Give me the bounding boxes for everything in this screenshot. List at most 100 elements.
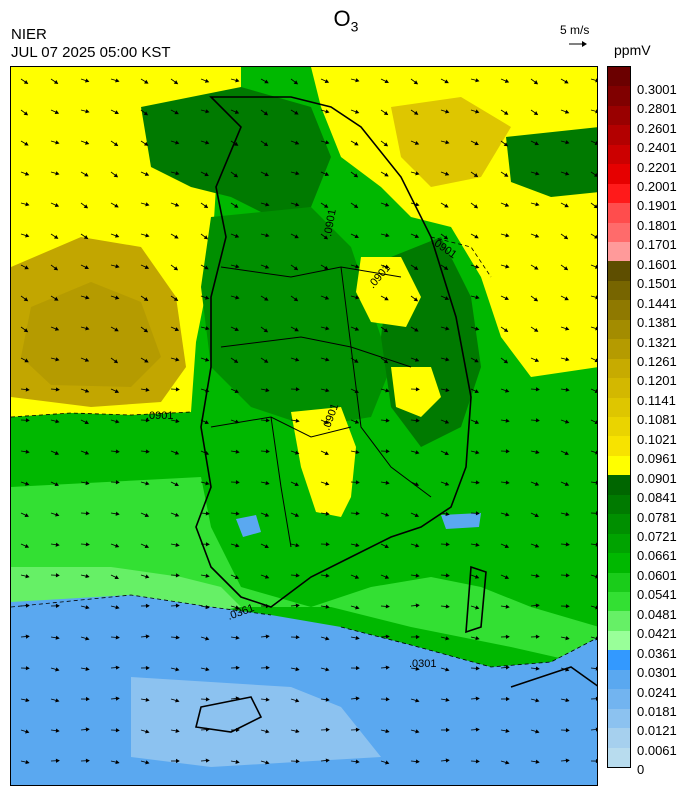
colorbar-swatch	[608, 105, 630, 126]
wind-arrow-head	[325, 326, 330, 331]
wind-arrow-head	[293, 80, 299, 85]
wind-arrow-head	[565, 698, 570, 703]
wind-arrow	[590, 295, 597, 298]
wind-arrow-head	[85, 326, 90, 331]
wind-arrow-head	[595, 109, 597, 114]
wind-arrow-head	[264, 172, 269, 177]
colorbar-label: 0.1141	[637, 392, 676, 408]
wind-arrow-head	[355, 109, 360, 114]
wind-arrow	[590, 667, 597, 670]
colorbar-label: 0.1601	[637, 256, 677, 272]
wind-arrow-head	[115, 264, 120, 269]
field-lightblue-south	[131, 677, 381, 767]
wind-arrow-head	[53, 266, 59, 271]
wind-arrow-head	[55, 357, 60, 362]
wind-arrow-head	[175, 357, 180, 362]
wind-arrow-head	[54, 326, 60, 331]
wind-arrow-head	[235, 419, 240, 424]
wind-arrow-head	[325, 481, 330, 486]
contour-label: .0901	[146, 410, 174, 422]
wind-arrow-head	[594, 358, 597, 363]
map-canvas: .0901 .0901 .0901 .0901 .0901 .0301 .036…	[11, 67, 597, 785]
wind-arrow-head	[145, 603, 150, 608]
wind-arrow-head	[324, 79, 330, 83]
wind-arrow-head	[565, 542, 570, 547]
wind-arrow-head	[504, 575, 510, 579]
colorbar-swatch	[608, 708, 630, 729]
wind-arrow-head	[444, 203, 449, 208]
wind-arrow-head	[475, 295, 480, 300]
wind-arrow	[590, 326, 597, 330]
colorbar-swatch	[608, 533, 630, 554]
colorbar-label: 0.1321	[637, 334, 677, 350]
wind-arrow-head	[385, 388, 390, 393]
wind-arrow-head	[445, 387, 450, 393]
ozone-map: .0901 .0901 .0901 .0901 .0901 .0301 .036…	[10, 66, 598, 786]
wind-arrow-head	[385, 634, 390, 639]
wind-arrow-head	[265, 449, 270, 454]
wind-arrow-head	[475, 696, 480, 701]
wind-arrow-head	[325, 388, 330, 393]
wind-arrow-head	[55, 387, 60, 392]
wind-arrow	[590, 357, 597, 362]
wind-arrow-head	[113, 359, 119, 364]
wind-arrow-head	[595, 295, 597, 300]
colorbar-label: 0.0241	[637, 684, 677, 700]
colorbar-swatch	[608, 728, 630, 749]
wind-arrow-head	[85, 480, 90, 486]
wind-arrow-head	[174, 482, 179, 487]
wind-arrow-head	[354, 419, 360, 424]
wind-arrow-head	[385, 665, 390, 670]
wind-arrow-head	[565, 728, 570, 733]
wind-arrow-head	[385, 760, 390, 765]
wind-arrow	[590, 728, 597, 731]
wind-arrow-head	[235, 480, 240, 485]
wind-arrow-head	[84, 420, 89, 425]
wind-arrow-head	[204, 78, 210, 83]
wind-arrow-head	[234, 109, 240, 114]
colorbar-swatch	[608, 300, 630, 321]
wind-arrow-head	[505, 233, 510, 238]
wind-arrow-head	[265, 697, 270, 702]
colorbar-swatch	[608, 689, 630, 710]
wind-arrow-head	[55, 140, 60, 145]
map-title: O3	[333, 6, 359, 35]
wind-arrow-head	[205, 511, 210, 516]
organization-label: NIER	[11, 26, 47, 43]
wind-arrow-head	[444, 171, 450, 176]
wind-arrow-head	[505, 604, 510, 609]
wind-arrow-head	[355, 696, 360, 701]
wind-arrow-head	[595, 574, 597, 579]
wind-arrow-head	[505, 418, 510, 423]
wind-arrow-head	[503, 328, 509, 332]
wind-arrow-head	[445, 357, 450, 362]
wind-arrow-head	[565, 326, 570, 331]
wind-arrow-head	[535, 171, 540, 176]
colorbar-label: 0.2401	[637, 140, 677, 156]
wind-arrow-head	[174, 202, 180, 207]
wind-arrow-head	[145, 449, 150, 454]
wind-arrow-head	[534, 481, 540, 486]
wind-arrow-head	[355, 543, 360, 548]
wind-arrow-head	[24, 171, 30, 176]
wind-arrow-head	[205, 140, 210, 145]
wind-arrow-head	[355, 449, 360, 455]
wind-arrow-head	[144, 172, 150, 176]
wind-arrow-head	[145, 233, 150, 238]
wind-arrow-head	[115, 605, 120, 610]
wind-arrow-head	[205, 295, 210, 300]
wind-arrow-head	[83, 204, 89, 209]
wind-arrow-head	[235, 727, 240, 733]
wind-arrow-head	[205, 326, 210, 331]
wind-arrow-head	[55, 603, 60, 608]
wind-arrow-head	[173, 297, 179, 301]
wind-arrow-head	[55, 758, 60, 763]
colorbar-label: 0.1801	[637, 217, 677, 233]
wind-arrow-head	[445, 636, 450, 641]
wind-arrow-head	[565, 387, 570, 392]
wind-arrow-head	[174, 450, 180, 455]
colorbar-label: 0.0121	[637, 723, 677, 739]
wind-arrow	[590, 78, 597, 82]
wind-arrow-head	[24, 265, 29, 270]
wind-arrow-head	[175, 758, 180, 764]
